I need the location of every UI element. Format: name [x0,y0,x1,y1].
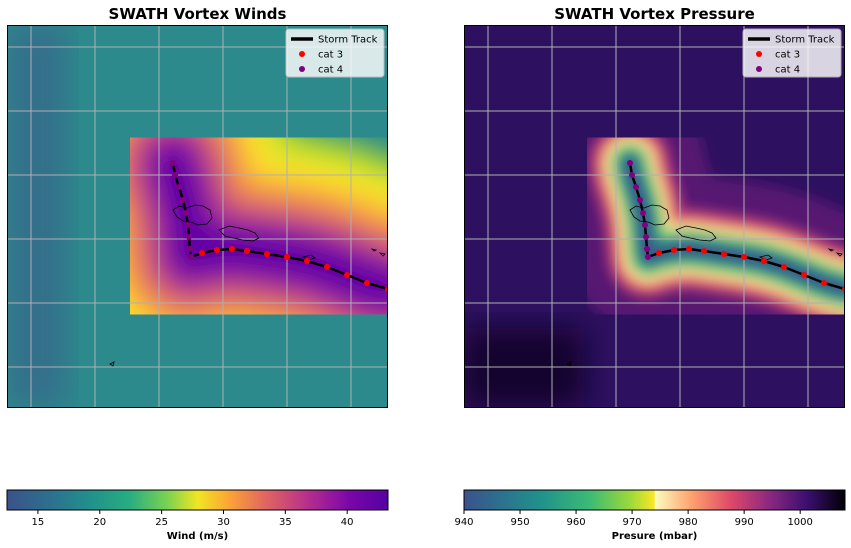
cat4-point [176,184,182,190]
colorbar-tick-label: 950 [510,517,529,528]
cat4-point [183,210,189,216]
colorbar-tick-label: 30 [217,517,230,528]
cat3-point [344,272,350,278]
cat3-point [801,272,807,278]
legend-box [285,28,385,78]
cat3-point [244,248,250,254]
cat4-point [170,160,176,166]
coastline [566,361,572,367]
chart-title: SWATH Vortex Pressure [554,5,755,23]
colorbar-tick-label: 40 [341,517,354,528]
panel-pres: SWATH Vortex Pressure Storm Track cat 3 cat… [454,5,846,542]
legend-dot-swatch [756,51,762,57]
legend-box [742,28,842,78]
cat4-point [186,234,192,240]
cat3-point [671,247,677,253]
cat3-point [721,251,727,257]
cat3-point [364,280,370,286]
coastline [629,204,670,226]
cat4-point [640,210,646,216]
cat4-point [644,246,650,252]
legend: Storm Track cat 3 cat 4 [285,28,385,78]
heatmap-field [7,25,388,408]
coastline [218,225,260,242]
coastline [109,361,115,367]
legend-label: cat 3 [318,50,343,61]
panel-wind: SWATH Vortex Winds Storm Track cat 3 cat 4 1… [6,5,389,542]
cat3-point [761,258,767,264]
colorbar [463,489,846,511]
cat4-point [642,222,648,228]
cat4-point [185,222,191,228]
coastline [675,225,717,242]
legend-label: Storm Track [775,35,835,46]
coastline [172,204,213,226]
colorbar-tick-label: 20 [93,517,106,528]
coastline [827,248,835,252]
legend-label: Storm Track [318,35,378,46]
cat4-point [172,172,178,178]
cat4-point [637,197,643,203]
cat4-point [645,254,651,260]
cat3-point [304,258,310,264]
plot-frame [464,25,845,408]
cat4-point [627,160,633,166]
legend-label: cat 4 [318,65,343,76]
coastline [378,252,386,257]
cat3-point [701,248,707,254]
colorbar-label: Wind (m/s) [167,531,228,542]
heatmap-field [464,25,845,408]
cat4-point [180,197,186,203]
cat4-point [629,172,635,178]
legend-label: cat 4 [775,65,800,76]
cat4-point [633,184,639,190]
cat3-point [821,280,827,286]
colorbar-tick-label: 970 [623,517,642,528]
colorbar-label: Presure (mbar) [612,531,698,542]
cat3-point [199,250,205,256]
colorbar-tick-label: 940 [454,517,473,528]
plot-frame [7,25,388,408]
cat3-point [656,250,662,256]
legend-dot-swatch [756,66,762,72]
legend-label: cat 3 [775,50,800,61]
legend-dot-swatch [299,51,305,57]
colorbar-tick-label: 990 [735,517,754,528]
coastline [835,252,843,257]
cat4-point [187,246,193,252]
cat4-point [643,234,649,240]
cat3-point [686,246,692,252]
coastline [370,248,378,252]
cat3-point [781,264,787,270]
cat3-point [229,246,235,252]
cat3-point [264,251,270,257]
cat3-point [741,254,747,260]
cat3-point [284,254,290,260]
colorbar-tick-label: 960 [567,517,586,528]
legend-dot-swatch [299,66,305,72]
colorbar-tick-label: 980 [679,517,698,528]
colorbar-tick-label: 1000 [787,517,812,528]
cat3-point [214,247,220,253]
colorbar-tick-label: 35 [279,517,292,528]
legend: Storm Track cat 3 cat 4 [742,28,842,78]
colorbar-tick-label: 25 [155,517,168,528]
chart-title: SWATH Vortex Winds [109,5,287,23]
colorbar [6,489,389,511]
cat4-point [188,254,194,260]
colorbar-tick-label: 15 [32,517,45,528]
cat3-point [324,264,330,270]
